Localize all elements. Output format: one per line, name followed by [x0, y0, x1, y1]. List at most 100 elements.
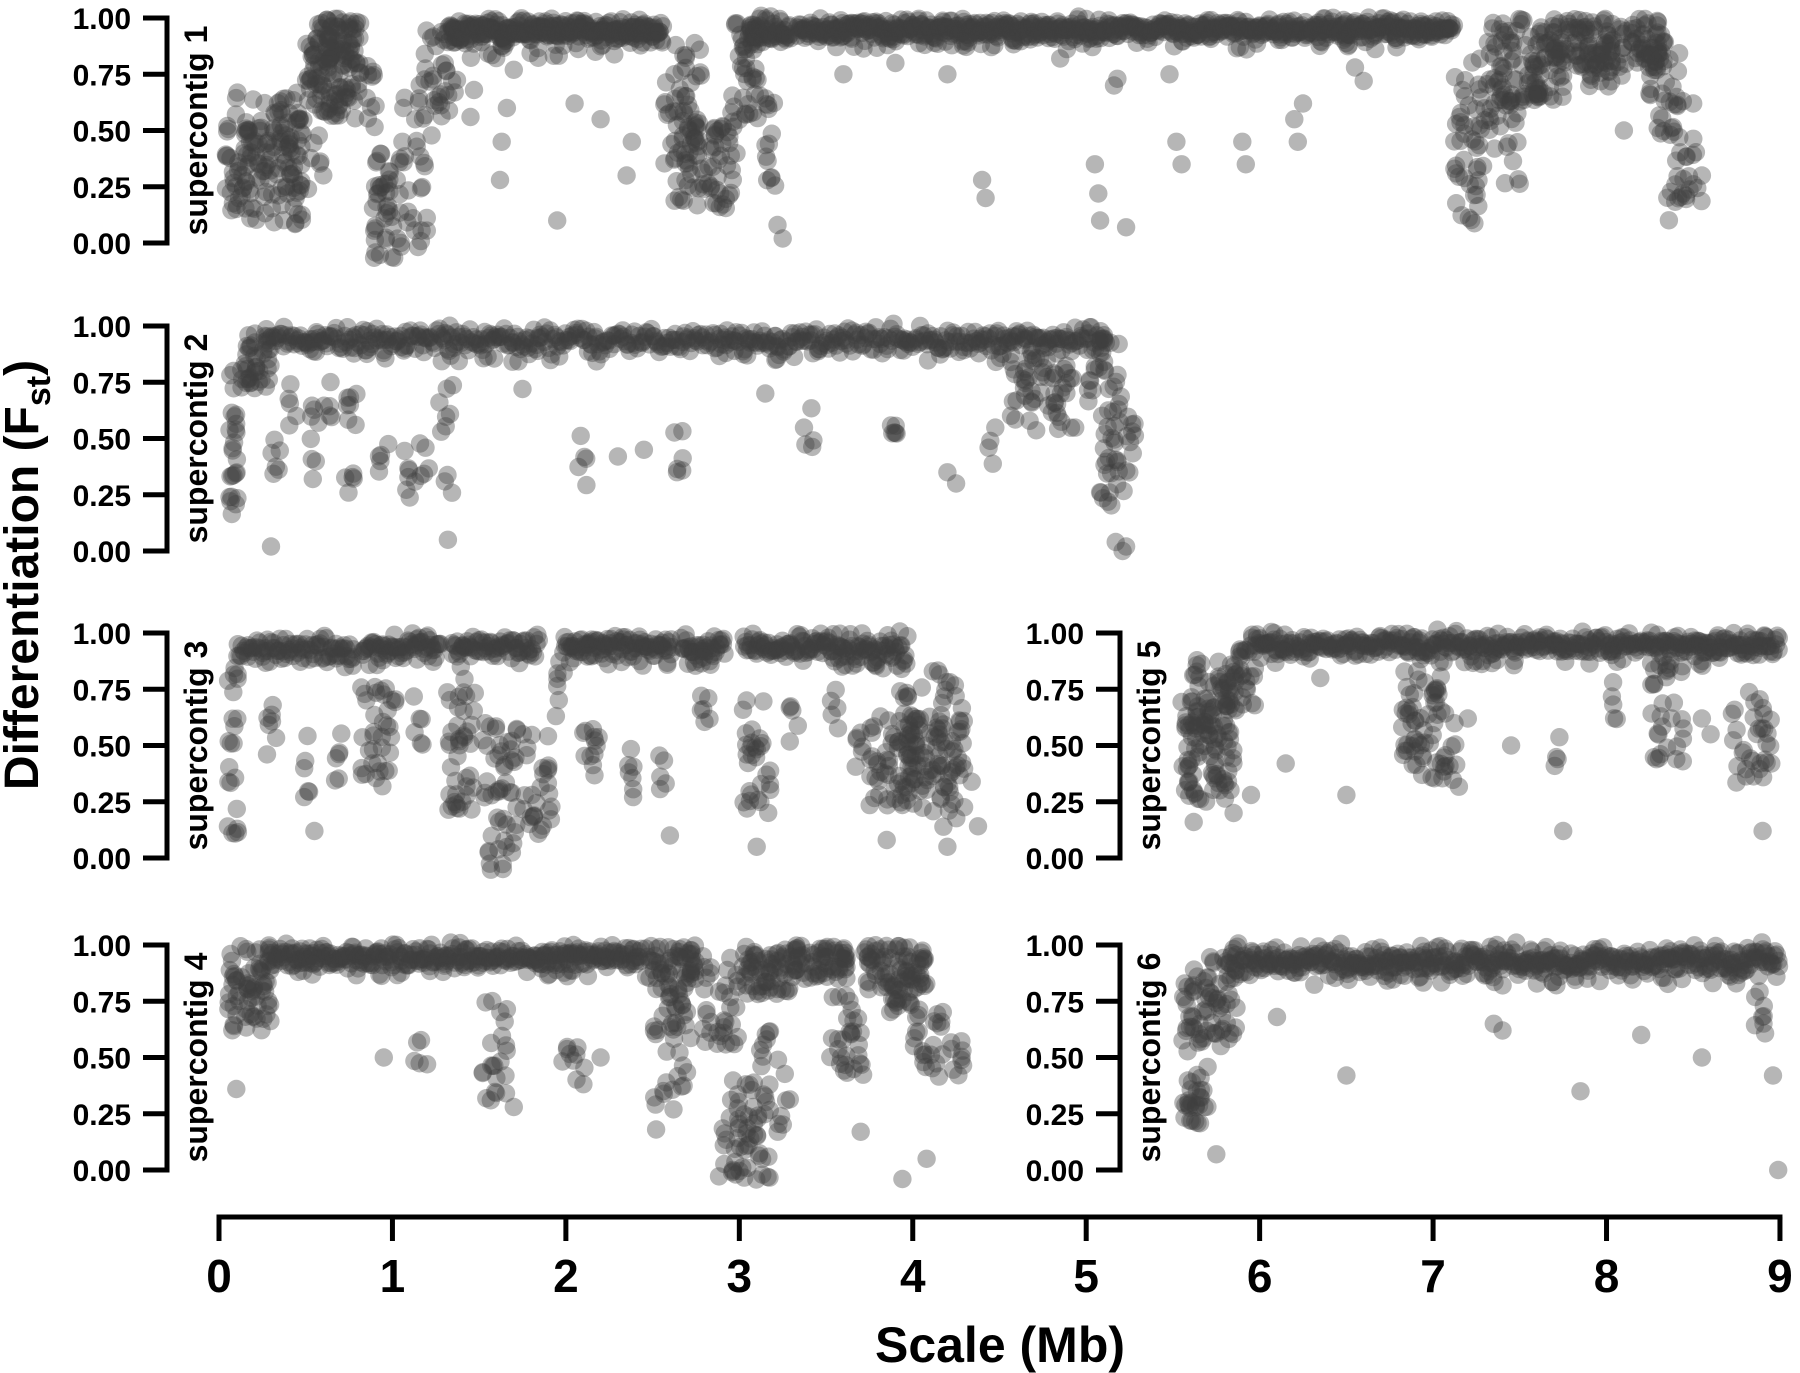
- data-point: [281, 128, 300, 147]
- data-point: [320, 49, 340, 68]
- data-point: [371, 144, 391, 164]
- data-point: [586, 22, 605, 42]
- data-point: [568, 11, 588, 31]
- data-point: [447, 70, 467, 90]
- data-point: [357, 344, 377, 364]
- data-point: [571, 17, 590, 36]
- data-point: [322, 106, 341, 125]
- data-point: [322, 47, 341, 66]
- data-point: [415, 70, 434, 89]
- x-axis-tick-label: 2: [553, 1250, 579, 1302]
- data-point: [678, 654, 698, 673]
- data-point: [352, 758, 371, 778]
- data-point: [414, 153, 434, 173]
- data-point: [784, 347, 804, 367]
- data-point: [565, 23, 584, 42]
- y-axis-title-close: ): [0, 360, 49, 376]
- data-point: [303, 40, 323, 60]
- data-point: [493, 859, 513, 879]
- data-point: [264, 213, 284, 232]
- data-point: [490, 780, 509, 799]
- data-point: [248, 153, 267, 173]
- data-point: [619, 756, 638, 775]
- x-axis-tick-label: 3: [727, 1250, 753, 1302]
- data-point: [328, 25, 348, 44]
- data-point: [345, 41, 364, 61]
- data-point: [232, 186, 251, 205]
- data-point: [235, 124, 255, 144]
- data-point: [452, 29, 471, 48]
- data-point: [548, 27, 568, 46]
- data-point: [328, 17, 347, 36]
- data-point: [313, 76, 332, 96]
- data-points-p3: [218, 622, 988, 879]
- data-point: [461, 26, 481, 45]
- data-point: [395, 339, 414, 358]
- data-point: [375, 209, 394, 228]
- data-point: [555, 19, 575, 38]
- data-point: [439, 86, 458, 105]
- data-point: [762, 124, 781, 143]
- data-point: [492, 132, 511, 151]
- data-point: [377, 204, 396, 223]
- data-point: [1504, 49, 1523, 68]
- data-point: [309, 32, 328, 52]
- data-point: [224, 168, 243, 188]
- data-point: [654, 751, 674, 770]
- data-point: [796, 435, 815, 454]
- data-point: [446, 32, 465, 52]
- data-point: [556, 12, 575, 31]
- data-point: [542, 9, 561, 28]
- data-point: [333, 56, 352, 75]
- data-point: [1673, 752, 1693, 771]
- data-point: [581, 28, 600, 47]
- data-point: [341, 38, 361, 57]
- data-point: [224, 173, 244, 193]
- data-point: [293, 125, 312, 144]
- data-point: [367, 192, 386, 212]
- data-point: [489, 746, 508, 765]
- data-point: [273, 137, 292, 157]
- data-point: [429, 93, 449, 112]
- data-point: [1501, 736, 1521, 755]
- data-point: [367, 655, 387, 675]
- data-point: [247, 210, 266, 229]
- data-point: [583, 720, 603, 739]
- data-point: [536, 12, 555, 31]
- data-point: [249, 154, 269, 174]
- data-point: [318, 63, 337, 83]
- data-point: [511, 24, 530, 44]
- data-point: [330, 46, 349, 65]
- data-point: [571, 14, 590, 34]
- data-point: [444, 20, 463, 39]
- data-point: [1237, 680, 1257, 699]
- data-point: [346, 15, 365, 34]
- data-point: [358, 65, 378, 84]
- data-point: [241, 148, 260, 167]
- data-point: [1051, 49, 1070, 68]
- data-point: [546, 706, 566, 726]
- data-point: [525, 23, 544, 42]
- data-point: [1105, 430, 1124, 449]
- data-point: [767, 350, 786, 369]
- data-point: [517, 19, 536, 38]
- y-axis-title: Differentiation (Fst): [0, 360, 58, 790]
- data-point: [492, 29, 511, 48]
- data-point: [305, 95, 324, 114]
- data-point: [1411, 650, 1430, 669]
- data-point: [1701, 725, 1720, 744]
- data-point: [413, 109, 433, 128]
- data-point: [327, 38, 346, 57]
- data-point: [280, 139, 300, 158]
- data-point: [660, 826, 680, 845]
- data-point: [412, 710, 431, 729]
- data-point: [1478, 33, 1498, 52]
- data-point: [544, 13, 563, 33]
- data-point: [338, 87, 357, 107]
- data-point: [705, 137, 725, 157]
- y-axis-tick-label: 0.50: [73, 116, 131, 149]
- data-point: [274, 89, 293, 109]
- data-point: [295, 759, 314, 778]
- data-point: [1285, 110, 1304, 129]
